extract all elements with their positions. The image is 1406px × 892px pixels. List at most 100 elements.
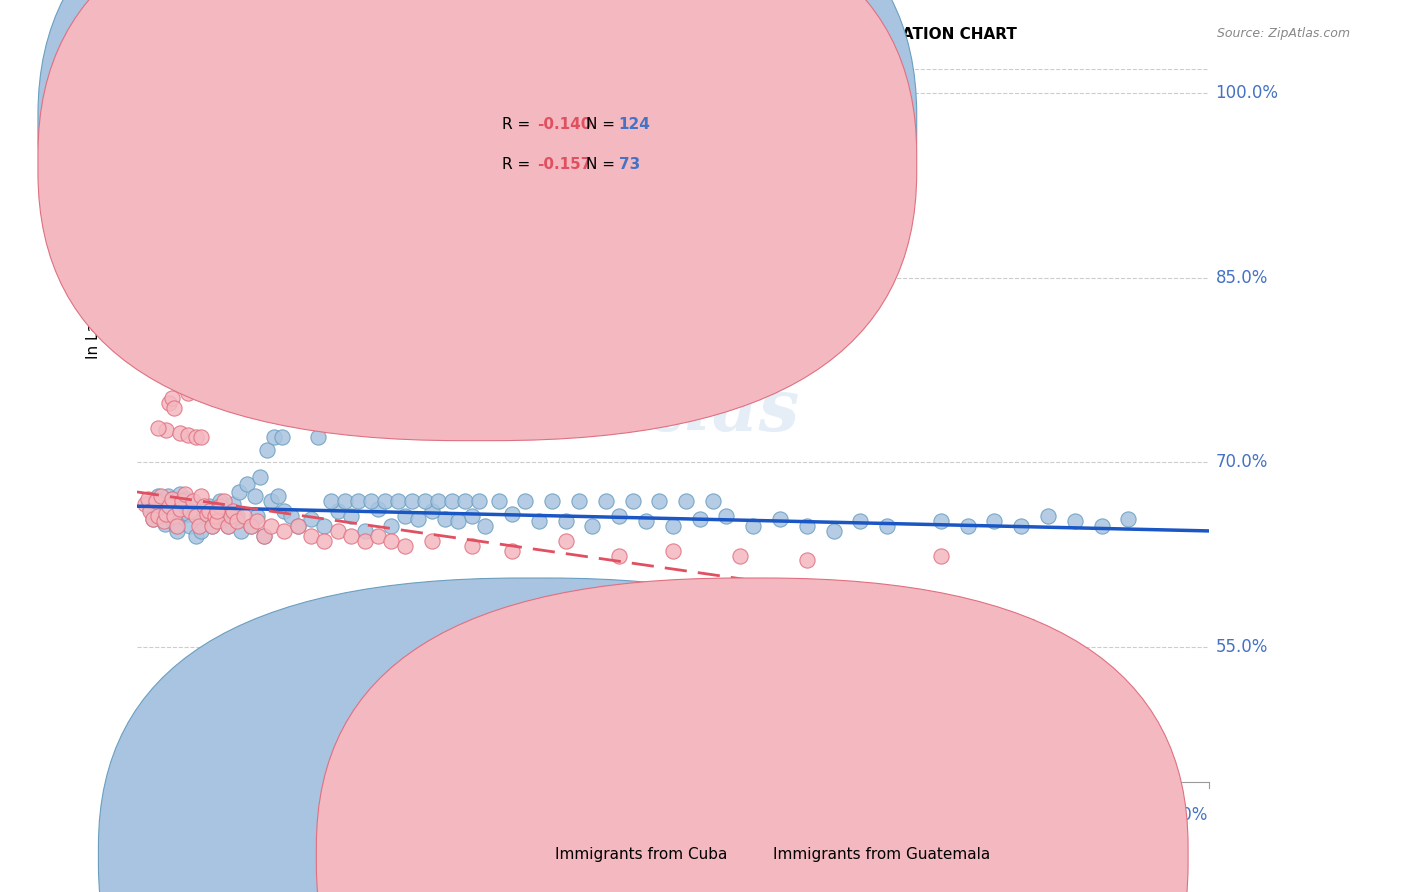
- Point: [149, 500, 172, 514]
- Point: [284, 617, 307, 632]
- Text: Source: ZipAtlas.com: Source: ZipAtlas.com: [1216, 27, 1350, 40]
- Point: [434, 511, 457, 525]
- Point: [233, 509, 256, 524]
- Point: [287, 519, 309, 533]
- Point: [184, 430, 207, 444]
- Point: [222, 504, 245, 518]
- Point: [702, 494, 724, 508]
- Point: [134, 497, 156, 511]
- Point: [150, 504, 173, 518]
- Text: Immigrants from Cuba: Immigrants from Cuba: [555, 847, 728, 862]
- Point: [515, 494, 537, 508]
- Point: [401, 494, 423, 508]
- Point: [155, 507, 177, 521]
- Point: [177, 507, 200, 521]
- Point: [217, 519, 239, 533]
- Point: [501, 507, 523, 521]
- Point: [148, 420, 170, 434]
- Point: [174, 487, 197, 501]
- Point: [201, 519, 224, 533]
- Point: [340, 529, 363, 543]
- Point: [148, 490, 170, 504]
- Point: [621, 494, 644, 508]
- Point: [169, 501, 191, 516]
- Point: [413, 494, 436, 508]
- Point: [983, 514, 1005, 528]
- Point: [270, 430, 292, 444]
- Text: 100.0%: 100.0%: [1215, 84, 1278, 102]
- Point: [956, 519, 979, 533]
- Point: [150, 490, 173, 504]
- Point: [662, 543, 685, 558]
- Point: [184, 529, 207, 543]
- Point: [166, 524, 188, 538]
- Point: [474, 519, 496, 533]
- Point: [394, 509, 416, 524]
- Point: [148, 509, 170, 524]
- Point: [353, 533, 375, 548]
- Point: [527, 514, 550, 528]
- Point: [263, 430, 285, 444]
- Point: [156, 490, 179, 504]
- Point: [157, 396, 180, 410]
- Text: 0.0%: 0.0%: [136, 806, 179, 824]
- Point: [226, 711, 249, 725]
- Point: [136, 497, 159, 511]
- Point: [152, 509, 174, 524]
- Point: [231, 524, 253, 538]
- Point: [212, 494, 235, 508]
- Point: [634, 514, 657, 528]
- Point: [159, 500, 181, 514]
- Point: [380, 533, 402, 548]
- Point: [249, 470, 271, 484]
- Point: [167, 491, 190, 506]
- Point: [406, 511, 429, 525]
- Point: [554, 533, 576, 548]
- Point: [217, 676, 239, 690]
- Point: [862, 612, 884, 626]
- Point: [195, 509, 218, 524]
- Point: [876, 519, 898, 533]
- Text: N =: N =: [586, 157, 620, 171]
- Point: [280, 509, 302, 524]
- Point: [246, 514, 269, 528]
- Point: [222, 497, 245, 511]
- Point: [181, 497, 204, 511]
- Point: [796, 553, 818, 567]
- Point: [307, 430, 329, 444]
- Point: [155, 423, 177, 437]
- Text: In Labor Force | Age > 16: In Labor Force | Age > 16: [86, 163, 103, 359]
- Point: [374, 494, 396, 508]
- Point: [226, 509, 249, 524]
- Point: [461, 539, 484, 553]
- Point: [233, 379, 256, 393]
- Point: [353, 524, 375, 538]
- Point: [467, 494, 489, 508]
- Point: [675, 494, 697, 508]
- Point: [1118, 511, 1140, 525]
- Point: [447, 514, 470, 528]
- Point: [155, 494, 177, 508]
- Point: [541, 494, 564, 508]
- Point: [340, 509, 363, 524]
- Point: [292, 676, 315, 690]
- Point: [201, 519, 224, 533]
- Point: [299, 529, 322, 543]
- Point: [314, 519, 336, 533]
- Point: [187, 507, 209, 521]
- Point: [488, 494, 510, 508]
- Text: -0.140: -0.140: [537, 118, 592, 132]
- Point: [190, 490, 212, 504]
- Point: [239, 519, 262, 533]
- Point: [1090, 519, 1112, 533]
- Point: [387, 494, 409, 508]
- Point: [193, 500, 215, 514]
- Point: [607, 509, 630, 524]
- Point: [347, 494, 370, 508]
- Point: [260, 519, 283, 533]
- Point: [326, 504, 349, 518]
- Point: [162, 514, 184, 528]
- Point: [501, 543, 523, 558]
- Point: [228, 484, 250, 499]
- Point: [169, 487, 191, 501]
